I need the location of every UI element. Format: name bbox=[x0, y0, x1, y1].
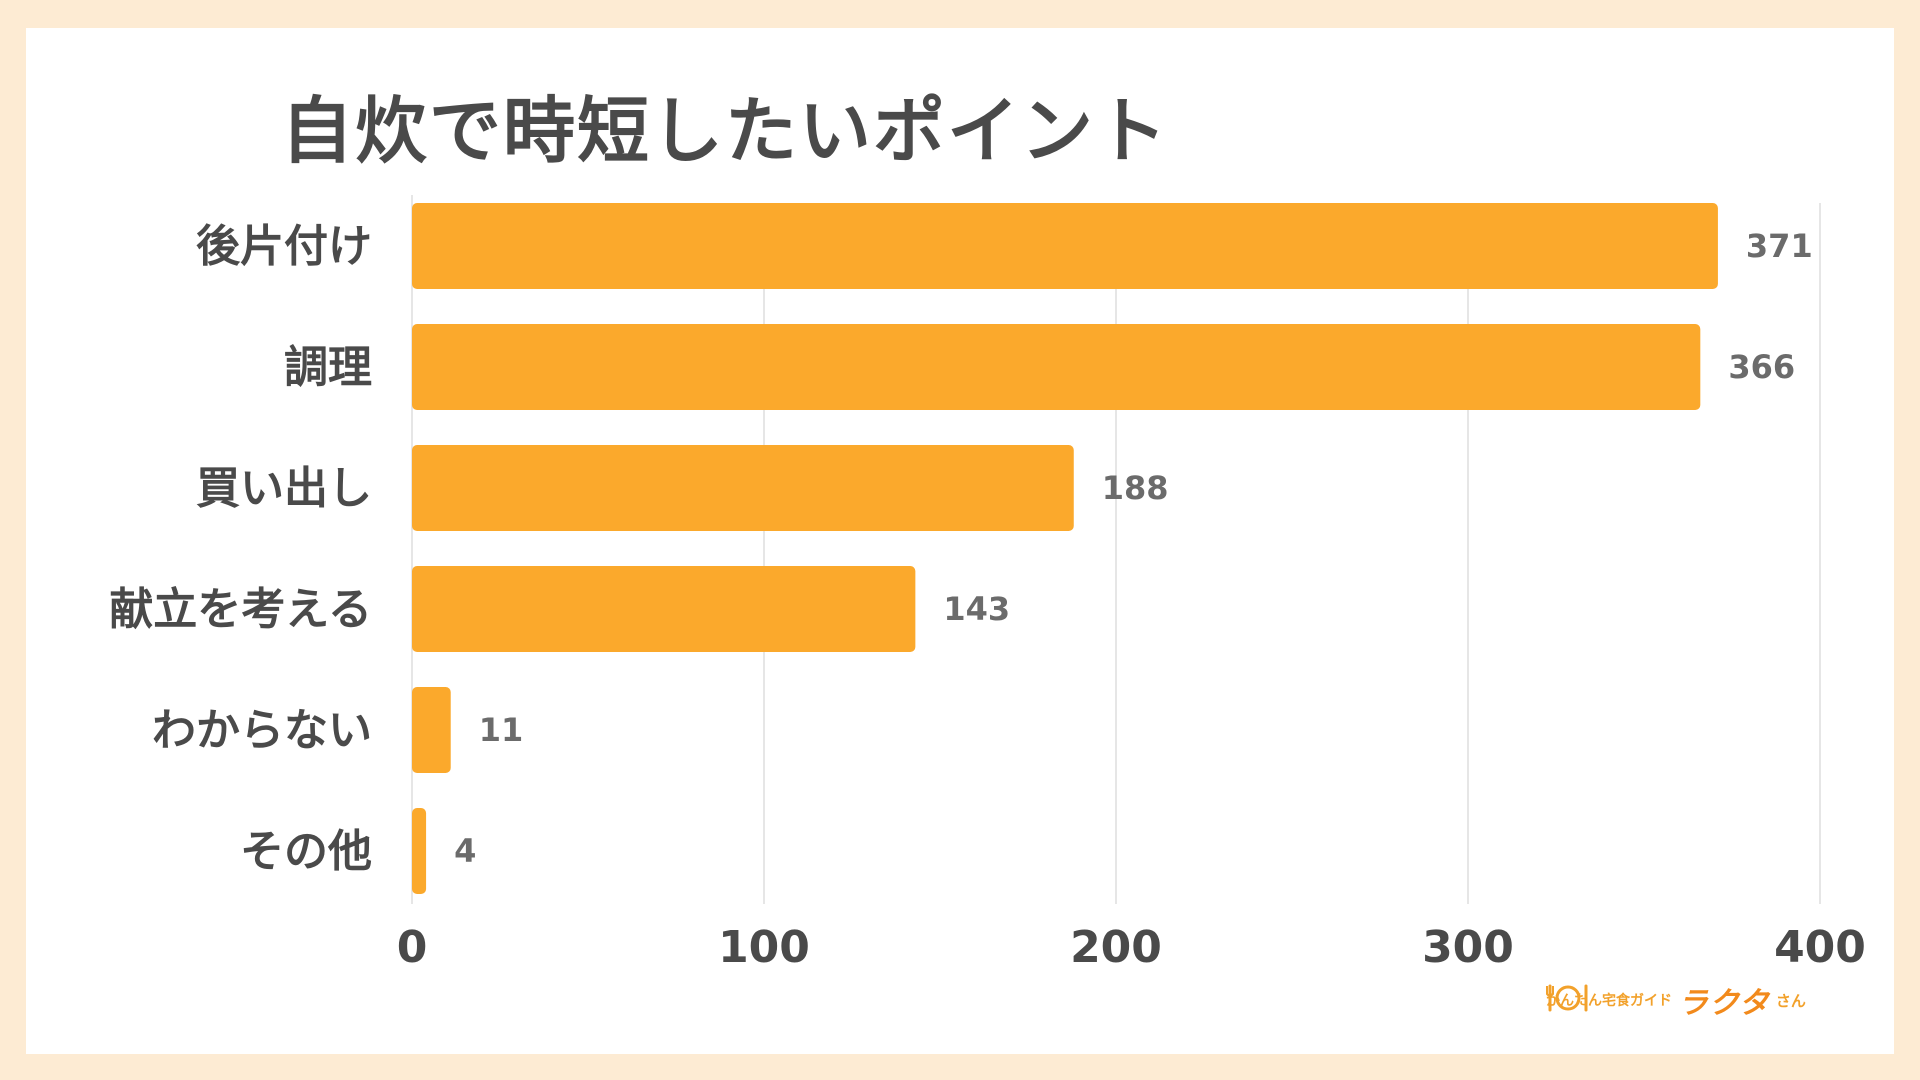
x-tick-label: 200 bbox=[1070, 922, 1162, 973]
logo-brand: ラクタ bbox=[1678, 986, 1770, 1021]
x-tick-label: 100 bbox=[718, 922, 810, 973]
brand-logo: かんたん宅食ガイド ラクタ さん bbox=[1546, 980, 1806, 1021]
category-label: わからない bbox=[152, 705, 372, 756]
category-label: 献立を考える bbox=[109, 584, 372, 635]
category-label: 買い出し bbox=[196, 463, 372, 514]
data-label: 188 bbox=[1102, 469, 1169, 507]
x-tick-label: 300 bbox=[1422, 922, 1514, 973]
data-label: 366 bbox=[1728, 348, 1795, 386]
x-tick-label: 400 bbox=[1774, 922, 1866, 973]
chart-title: 自炊で時短したいポイント bbox=[280, 89, 1169, 173]
category-label: その他 bbox=[240, 826, 372, 877]
bar bbox=[412, 324, 1701, 410]
x-tick-label: 0 bbox=[397, 922, 428, 973]
data-label: 143 bbox=[943, 590, 1010, 628]
data-label: 11 bbox=[479, 711, 524, 749]
chart-card bbox=[26, 28, 1894, 1054]
bar bbox=[412, 566, 916, 652]
bar bbox=[412, 808, 427, 894]
plate-cutlery-icon bbox=[1546, 984, 1588, 1012]
bar bbox=[412, 687, 451, 773]
data-label: 371 bbox=[1746, 227, 1813, 265]
bar bbox=[412, 445, 1074, 531]
logo-suffix: さん bbox=[1775, 991, 1806, 1010]
bar bbox=[412, 203, 1718, 289]
category-label: 調理 bbox=[284, 342, 372, 393]
data-label: 4 bbox=[454, 832, 476, 870]
category-label: 後片付け bbox=[196, 221, 372, 272]
